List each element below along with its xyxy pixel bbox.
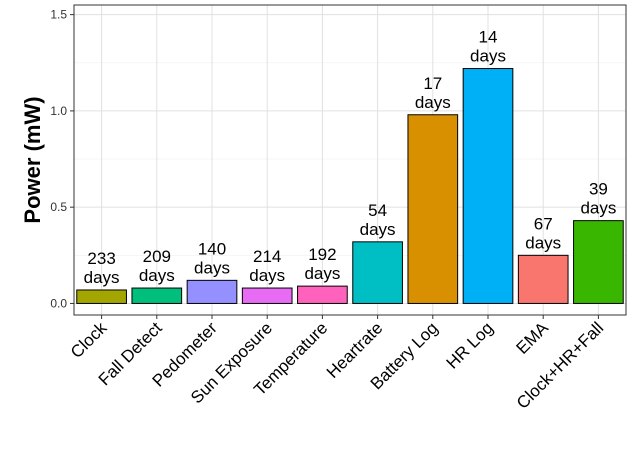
bar-fall-detect [131, 287, 183, 304]
x-tick-label: Clock [67, 318, 111, 362]
data-label: days [580, 199, 616, 218]
data-label: 54 [368, 201, 387, 220]
y-tick-label: 1.0 [50, 104, 67, 118]
data-label: days [470, 47, 506, 66]
bars [76, 68, 624, 304]
data-label: days [84, 268, 120, 287]
data-label: 67 [534, 214, 553, 233]
data-label: days [360, 220, 396, 239]
data-label: 214 [253, 247, 281, 266]
data-labels: 233days209days140days214days192days54day… [84, 28, 617, 287]
y-tick-label: 0.0 [50, 296, 67, 310]
data-label: 209 [143, 247, 171, 266]
y-axis-label: Power (mW) [20, 96, 45, 223]
data-label: 192 [308, 245, 336, 264]
data-label: days [525, 233, 561, 252]
x-tick-label: EMA [513, 318, 553, 358]
bar-ema [517, 254, 569, 304]
data-label: days [304, 264, 340, 283]
bar-sun-exposure [241, 287, 293, 304]
bar-temperature [297, 285, 348, 304]
data-label: days [415, 93, 451, 112]
x-tick-label: HR Log [443, 318, 497, 372]
data-label: days [194, 258, 230, 277]
y-axis: 0.0 0.5 1.0 1.5 [50, 8, 74, 310]
bar-battery-log [407, 114, 459, 304]
data-label: days [249, 266, 285, 285]
data-label: 17 [423, 74, 442, 93]
bar-clock-hr-fall [573, 220, 624, 304]
data-label: days [139, 266, 175, 285]
y-tick-label: 0.5 [50, 200, 67, 214]
bar-pedometer [186, 279, 238, 304]
bar-hr-log [462, 68, 514, 304]
bar-clock [76, 289, 127, 304]
data-label: 233 [87, 249, 115, 268]
data-label: 14 [479, 28, 498, 47]
data-label: 39 [589, 180, 608, 199]
data-label: 140 [198, 239, 226, 258]
plot-border [73, 4, 627, 316]
bar-heartrate [352, 241, 403, 304]
y-tick-label: 1.5 [50, 8, 67, 22]
